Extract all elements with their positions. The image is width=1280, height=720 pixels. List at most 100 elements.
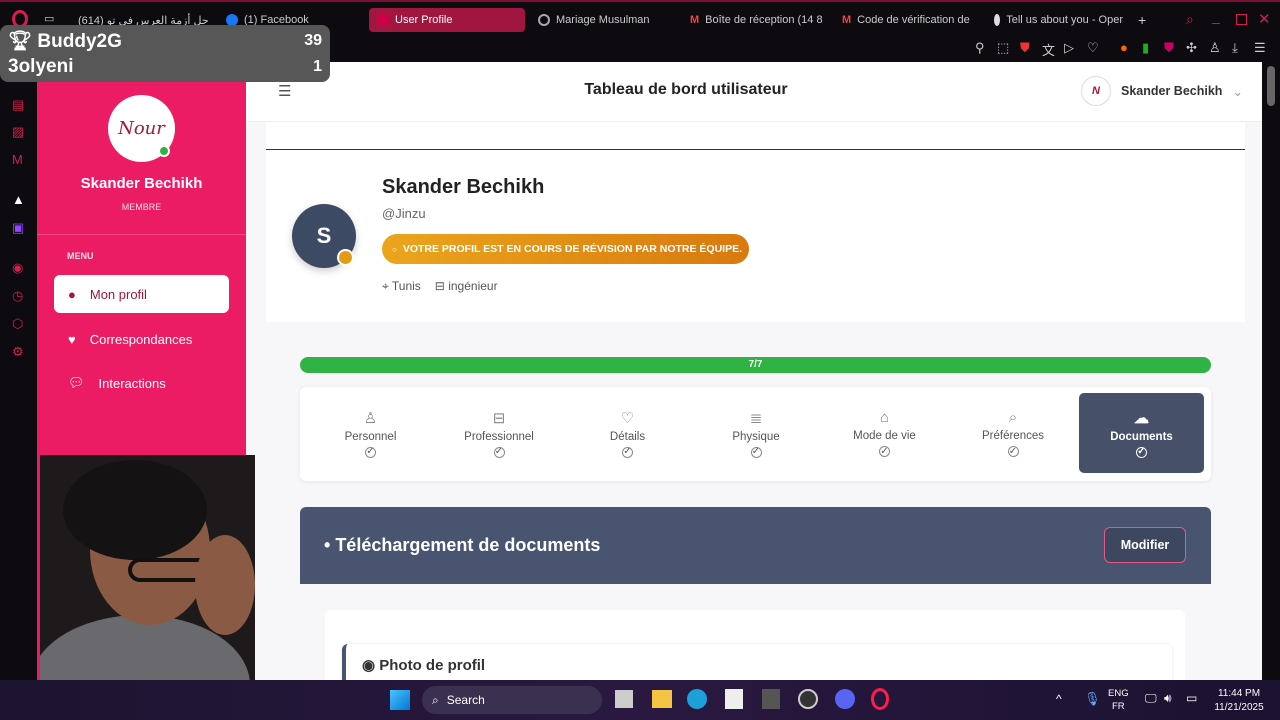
step-tab-personnel[interactable]: ♙ Personnel ✓ [308, 393, 433, 473]
extensions-icon[interactable]: ⬡ [12, 316, 24, 331]
taskbar-search[interactable]: ⌕ Search [422, 686, 602, 714]
language-indicator[interactable]: ENG FR [1108, 688, 1129, 712]
extension-icon[interactable]: ▮ [1142, 40, 1150, 55]
menu-icon[interactable]: ☰ [1254, 40, 1266, 55]
hamburger-menu-icon[interactable]: ☰ [278, 83, 292, 100]
discord-icon[interactable] [835, 689, 855, 709]
page-title: Tableau de bord utilisateur [584, 81, 788, 98]
step-tab-pr-f-rences[interactable]: ⌕ Préférences ✓ [951, 393, 1076, 473]
avatar: N [1081, 76, 1111, 106]
user-icon: ♙ [363, 409, 378, 427]
network-icon[interactable]: 🖵︎ [1145, 691, 1157, 705]
section-title: Téléchargement de documents [335, 535, 601, 555]
minimize-button[interactable]: _ [1212, 8, 1220, 24]
tab-user-profile[interactable]: User Profile [369, 8, 525, 32]
obs-icon[interactable] [798, 689, 818, 709]
sidebar-item-interactions[interactable]: 💬︎ Interactions [68, 375, 166, 391]
twitch-icon[interactable]: ▣ [12, 220, 25, 235]
search-icon[interactable]: ⌕ [1186, 11, 1194, 27]
ruler-icon: ≣ [749, 409, 763, 427]
briefcase-icon: ⊟ [492, 409, 506, 427]
check-circle-icon: ✓ [365, 446, 376, 458]
task-view-icon[interactable] [615, 690, 633, 708]
tab-mariage[interactable]: Mariage Musulman [530, 8, 680, 32]
search-icon: ⌕ [432, 692, 439, 707]
microphone-icon[interactable]: 🎙︎ [1084, 691, 1101, 706]
shield-icon[interactable]: ⛊ [1020, 40, 1030, 55]
cloud-upload-icon: ☁ [1134, 409, 1149, 427]
chevron-down-icon: ⌄ [1232, 84, 1243, 99]
store-icon[interactable] [725, 689, 743, 709]
edit-button[interactable]: Modifier [1104, 527, 1186, 563]
opera-sidebar: ▤ ▨ M ▲ ▣ ◉ ◷ ⬡ ⚙ [0, 62, 37, 680]
sidebar-item-mon-profil[interactable]: ● Mon profil [54, 275, 229, 313]
opera-icon[interactable] [871, 688, 889, 710]
tab-gmail-code[interactable]: M Code de vérification de [842, 14, 970, 26]
step-tab-physique[interactable]: ≣ Physique ✓ [694, 393, 819, 473]
history-icon[interactable]: ◷ [12, 288, 24, 303]
check-circle-icon: ✓ [750, 446, 762, 458]
extension-icon[interactable]: ⛊ [1164, 40, 1174, 55]
step-label: Professionnel [464, 430, 534, 443]
user-menu[interactable]: N Skander Bechikh ⌄ [1081, 76, 1243, 106]
play-icon[interactable]: ▷ [1064, 40, 1074, 55]
step-tabs: ♙ Personnel ✓ ⊟ Professionnel ✓ ♡ Détails ✓ ≣ Phys… [300, 387, 1211, 481]
gamepad-icon[interactable]: ▭ [44, 13, 55, 25]
scrollbar-thumb[interactable] [1267, 66, 1275, 106]
windows-taskbar: ⌕ Search ^ 🎙︎ ENG FR 🖵︎ 🔊︎ ▭ 11:44 PM 11/21… [0, 680, 1280, 720]
step-tab-professionnel[interactable]: ⊟ Professionnel ✓ [437, 393, 562, 473]
divider [266, 149, 1245, 150]
progress-bar: 7/7 [300, 357, 1211, 373]
player-name: 3olyeni [8, 56, 74, 77]
openai-icon [994, 14, 1001, 26]
step-tab-documents[interactable]: ☁ Documents ✓ [1079, 393, 1204, 473]
settings-icon[interactable]: ⚙ [12, 344, 24, 359]
scrollbar[interactable] [1262, 62, 1280, 680]
aria-icon[interactable]: ▲ [12, 192, 25, 207]
profile-icon[interactable]: ♙ [1209, 40, 1221, 55]
gmail-icon[interactable]: M [12, 152, 23, 167]
sidebar-app-icon[interactable]: ▨ [12, 124, 25, 139]
step-label: Préférences [981, 430, 1044, 442]
tab-facebook[interactable]: (1) Facebook [218, 8, 348, 32]
volume-icon[interactable]: 🔊︎ [1164, 691, 1172, 705]
maximize-button[interactable] [1236, 14, 1247, 25]
webcam-person-image [40, 455, 255, 680]
step-tab-d-tails[interactable]: ♡ Détails ✓ [565, 393, 690, 473]
chevron-up-icon[interactable]: ^ [1056, 692, 1062, 706]
step-tab-mode-de-vie[interactable]: ⌂ Mode de vie ✓ [822, 393, 947, 473]
player-score: 1 [313, 58, 322, 75]
facebook-icon [226, 14, 238, 26]
profile-name: Skander Bechikh [382, 176, 545, 198]
file-explorer-icon[interactable] [652, 690, 672, 708]
snapshot-icon[interactable]: ⬚ [997, 40, 1010, 55]
app-icon[interactable] [762, 689, 780, 709]
extension-icon[interactable]: ● [1120, 40, 1128, 55]
puzzle-icon[interactable]: ✣ [1186, 40, 1197, 55]
online-indicator [158, 145, 170, 157]
user-icon: ● [68, 286, 76, 302]
sidebar-item-correspondances[interactable]: ♥ Correspondances [68, 331, 193, 347]
step-label: Détails [609, 430, 646, 443]
clock[interactable]: 11:44 PM 11/21/2025 [1214, 688, 1264, 713]
battery-icon[interactable]: ▭ [1186, 691, 1198, 705]
new-tab-button[interactable]: + [1138, 12, 1147, 28]
page-icon [377, 14, 389, 26]
sidebar-app-icon[interactable]: ▤ [12, 97, 25, 112]
download-icon[interactable]: ⤓ [1232, 40, 1238, 55]
tab-gmail-inbox[interactable]: M Boîte de réception (14 8 [690, 14, 823, 26]
player-icon[interactable]: ◉ [12, 260, 24, 275]
windows-start-icon[interactable] [390, 690, 410, 710]
heart-icon[interactable]: ♡ [1087, 40, 1099, 55]
tab-youtube[interactable]: (614) حل أزمة العرس فى تو [78, 14, 209, 27]
close-button[interactable]: ✕ [1258, 11, 1271, 28]
pin-icon[interactable]: ⚲ [975, 40, 985, 55]
step-label: Physique [732, 430, 780, 443]
pending-status-dot [337, 249, 354, 266]
edge-icon[interactable] [687, 689, 707, 709]
tab-openai[interactable]: Tell us about you - Oper [986, 8, 1131, 32]
user-circle-icon: ◉ [362, 657, 376, 674]
photo-section: ◉ Photo de profil [342, 644, 1172, 680]
map-pin-icon: ⌖ [382, 279, 389, 293]
translate-icon[interactable]: 文 [1042, 43, 1056, 58]
